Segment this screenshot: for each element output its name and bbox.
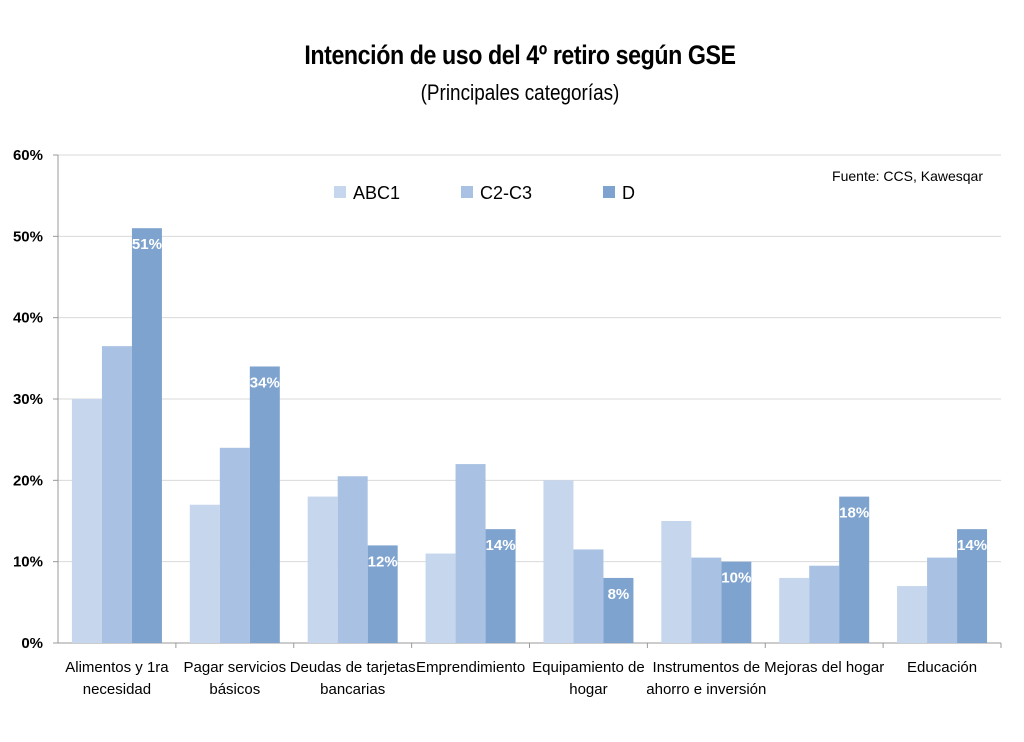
legend-swatch [334, 186, 346, 198]
bar-abc1 [779, 577, 810, 643]
bar-d [603, 577, 634, 643]
category-label: Emprendimiento [416, 659, 525, 676]
bar-abc1 [425, 553, 456, 643]
category-label: Mejoras del hogar [764, 659, 884, 676]
category-label: Educación [907, 659, 977, 676]
category-label: básicos [209, 681, 260, 698]
category-labels: Alimentos y 1ra necesidad Pagar servicios b… [65, 659, 977, 698]
category-label: Instrumentos de [653, 659, 761, 676]
category-label: Pagar servicios [184, 659, 287, 676]
bar-d [721, 561, 752, 643]
y-tick-label: 30% [13, 391, 43, 408]
bar-c2-c3 [809, 565, 840, 643]
data-label: 14% [957, 537, 987, 554]
category-label: hogar [569, 681, 607, 698]
y-tick-label: 40% [13, 310, 43, 327]
bar-d [367, 545, 398, 643]
data-label: 12% [368, 553, 398, 570]
data-label: 51% [132, 236, 162, 253]
data-label: 10% [721, 570, 751, 587]
bar-d [249, 366, 280, 643]
y-tick-label: 0% [21, 635, 43, 652]
bar-abc1 [71, 399, 102, 643]
bar-d [839, 496, 870, 643]
bar-d [957, 529, 988, 643]
chart-subtitle: (Principales categorías) [420, 80, 620, 105]
legend-label: D [622, 183, 635, 203]
bar-d [485, 529, 516, 643]
category-label: Deudas de tarjetas [290, 659, 416, 676]
bar-d [131, 228, 162, 643]
category-label: necesidad [83, 681, 151, 698]
bar-abc1 [661, 521, 692, 643]
legend-swatch [603, 186, 615, 198]
bar-abc1 [897, 586, 928, 643]
data-labels: 51% 34% 12% 14% 8% 10% 18% 14% [132, 236, 987, 603]
bar-abc1 [307, 496, 338, 643]
category-label: ahorro e inversión [646, 681, 766, 698]
data-label: 8% [608, 586, 630, 603]
bar-c2-c3 [337, 476, 368, 643]
bars [71, 228, 988, 643]
category-label: Equipamiento de [532, 659, 645, 676]
source-note: Fuente: CCS, Kawesqar [832, 168, 983, 184]
category-label: bancarias [320, 681, 385, 698]
y-tick-label: 10% [13, 554, 43, 571]
data-label: 18% [839, 505, 869, 522]
bar-c2-c3 [927, 557, 958, 643]
bar-abc1 [543, 480, 574, 643]
bar-c2-c3 [691, 557, 722, 643]
bar-abc1 [189, 504, 220, 643]
bar-c2-c3 [219, 447, 250, 643]
bar-c2-c3 [455, 464, 486, 643]
legend-label: C2-C3 [480, 183, 532, 203]
y-tick-label: 50% [13, 228, 43, 245]
y-tick-label: 20% [13, 472, 43, 489]
bar-c2-c3 [101, 346, 132, 643]
data-label: 14% [486, 537, 516, 554]
category-label: Alimentos y 1ra [65, 659, 169, 676]
legend-swatch [461, 186, 473, 198]
data-label: 34% [250, 374, 280, 391]
legend-label: ABC1 [353, 183, 400, 203]
chart-title: Intención de uso del 4º retiro según GSE [304, 40, 736, 70]
y-tick-label: 60% [13, 147, 43, 164]
legend: ABC1 C2-C3 D [334, 183, 635, 203]
bar-c2-c3 [573, 549, 604, 643]
